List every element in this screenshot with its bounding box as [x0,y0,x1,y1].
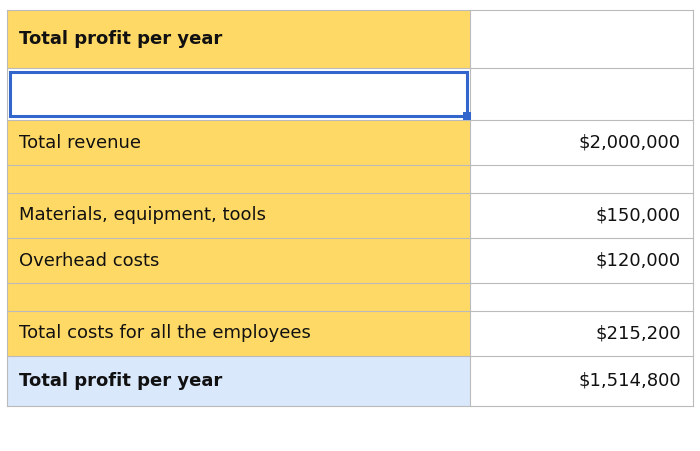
Text: Overhead costs: Overhead costs [19,252,160,270]
Bar [470,68,693,120]
Bar [7,311,470,356]
Bar [7,238,470,283]
Text: Materials, equipment, tools: Materials, equipment, tools [19,207,266,225]
Text: $1,514,800: $1,514,800 [578,372,681,390]
Text: $150,000: $150,000 [596,207,681,225]
Text: $215,200: $215,200 [596,325,681,342]
Bar [7,120,470,165]
Bar [7,356,470,406]
Bar [470,193,693,238]
Bar [7,68,470,120]
Text: $2,000,000: $2,000,000 [579,133,681,152]
Bar [7,10,470,68]
Text: Total costs for all the employees: Total costs for all the employees [19,325,311,342]
Bar [470,311,693,356]
Bar [470,120,693,165]
Bar [470,283,693,311]
Text: Total profit per year: Total profit per year [19,372,223,390]
Bar [470,165,693,193]
Bar [470,238,693,283]
Bar [463,112,471,120]
Text: Total profit per year: Total profit per year [19,30,223,48]
Text: $120,000: $120,000 [596,252,681,270]
Bar [470,10,693,68]
Bar [10,72,467,116]
Bar [7,165,470,193]
Bar [7,283,470,311]
Bar [7,193,470,238]
Text: Total revenue: Total revenue [19,133,141,152]
Bar [470,356,693,406]
